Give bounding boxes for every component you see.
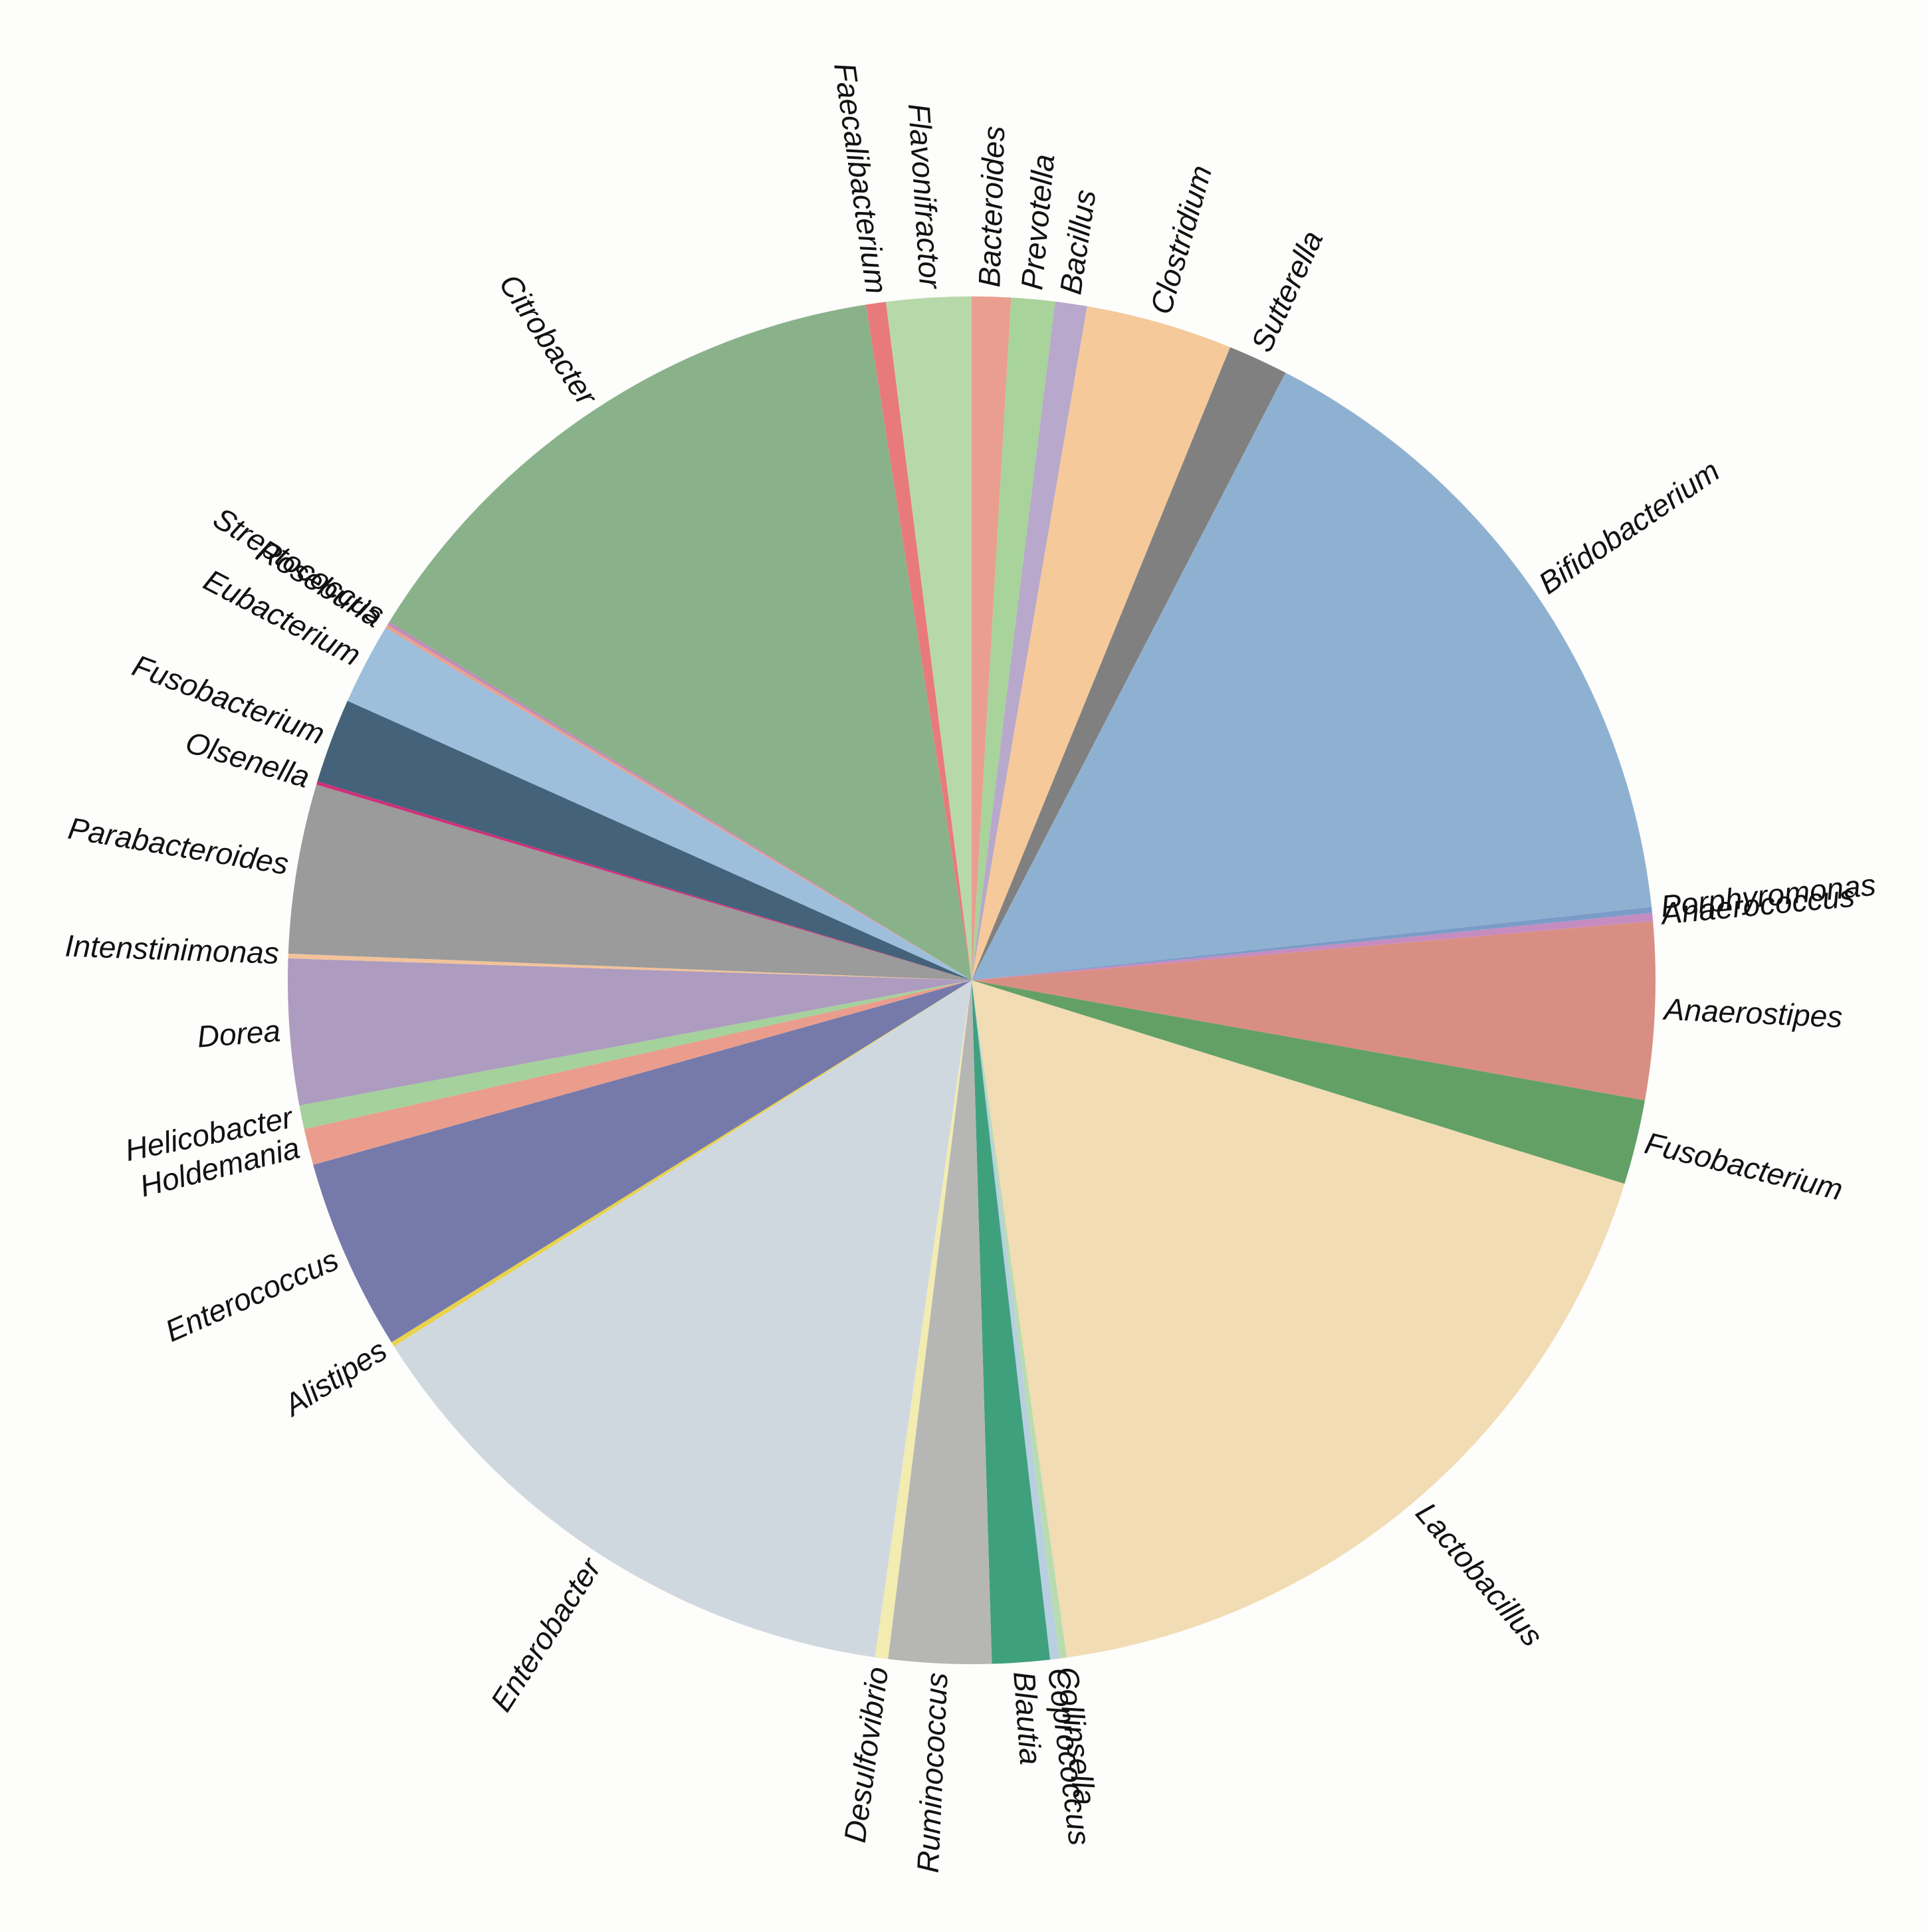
pie-slice bbox=[288, 784, 972, 980]
slice-label: Enterococcus bbox=[160, 1242, 344, 1348]
slice-label: Fusobacterium bbox=[1642, 1125, 1846, 1207]
pie-slice bbox=[316, 781, 972, 980]
pie-slice bbox=[972, 980, 1646, 1184]
pie-slice bbox=[972, 907, 1652, 980]
slice-label: Lactobacillus bbox=[1409, 1496, 1550, 1653]
pie-slice bbox=[972, 980, 1625, 1658]
pie-slice bbox=[347, 627, 972, 980]
slice-label: Faecalibacterium bbox=[827, 60, 895, 296]
pie-slice bbox=[313, 980, 972, 1342]
pie-slice bbox=[972, 297, 1055, 980]
slice-label: Bacteroides bbox=[972, 126, 1011, 288]
pie-slice bbox=[886, 296, 972, 980]
slice-label: Sutterella bbox=[1244, 225, 1330, 357]
pie-slice bbox=[317, 700, 972, 980]
pie-slice bbox=[385, 625, 972, 980]
pie-slice bbox=[393, 980, 972, 1658]
pie-slice bbox=[287, 958, 972, 1106]
slice-label: Citrobacter bbox=[492, 268, 605, 412]
slice-label: Blautia bbox=[1007, 1670, 1048, 1766]
pie-slice bbox=[972, 912, 1654, 980]
slice-label: Bacillus bbox=[1053, 187, 1103, 296]
slice-label: Clostridium bbox=[1143, 161, 1218, 318]
slice-label: Parabacteroides bbox=[66, 811, 291, 881]
pie-slice bbox=[304, 980, 972, 1165]
pie-slice bbox=[888, 980, 992, 1664]
pie-slice bbox=[972, 372, 1652, 980]
pie-slice bbox=[288, 953, 972, 980]
pie-slice bbox=[299, 980, 972, 1129]
slice-label: Flavonifractor bbox=[902, 102, 948, 290]
slice-label: Intenstinimonas bbox=[64, 928, 280, 970]
slice-label: Anaerostipes bbox=[1661, 992, 1844, 1034]
pie-slice bbox=[865, 302, 972, 980]
pie-slice bbox=[389, 304, 972, 980]
slice-label: Bifidobacterium bbox=[1533, 453, 1726, 601]
pie-slice bbox=[875, 980, 972, 1660]
slice-label: Alistipes bbox=[276, 1333, 393, 1424]
pie-slice bbox=[972, 980, 1051, 1664]
pie-slice bbox=[972, 301, 1087, 980]
slice-label: Enterobacter bbox=[484, 1551, 609, 1717]
slice-label: Ruminococcus bbox=[910, 1671, 954, 1874]
pie-slice bbox=[972, 980, 1067, 1659]
pie-slice bbox=[972, 296, 1012, 980]
pie-slice bbox=[387, 621, 972, 980]
pie-slice bbox=[391, 980, 972, 1346]
pie-slice bbox=[972, 980, 1060, 1660]
pie-slice bbox=[972, 347, 1286, 980]
slice-label: Dorea bbox=[196, 1013, 282, 1053]
slice-label: Prevotella bbox=[1014, 153, 1061, 291]
pie-slice bbox=[972, 920, 1656, 1101]
slice-label: Desulfovibrio bbox=[837, 1665, 895, 1844]
pie-slice bbox=[972, 306, 1230, 980]
